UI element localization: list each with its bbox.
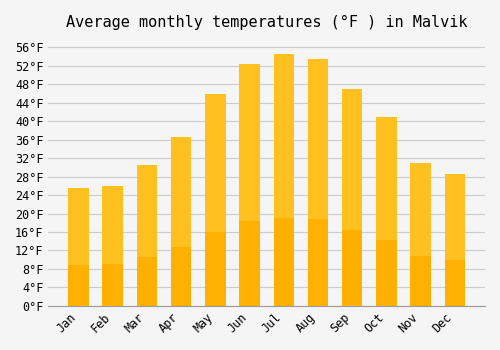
- Bar: [274, 218, 294, 306]
- Bar: [376, 240, 396, 306]
- Bar: [205, 231, 226, 306]
- Bar: [136, 165, 157, 306]
- Title: Average monthly temperatures (°F ) in Malvik: Average monthly temperatures (°F ) in Ma…: [66, 15, 468, 30]
- Bar: [410, 163, 431, 306]
- Bar: [68, 265, 88, 306]
- Bar: [68, 188, 88, 306]
- Bar: [342, 230, 362, 306]
- Bar: [444, 174, 465, 306]
- Bar: [171, 247, 192, 306]
- Bar: [274, 54, 294, 306]
- Bar: [308, 219, 328, 306]
- Bar: [102, 186, 123, 306]
- Bar: [444, 260, 465, 306]
- Bar: [171, 137, 192, 306]
- Bar: [240, 221, 260, 306]
- Bar: [205, 93, 226, 306]
- Bar: [102, 264, 123, 306]
- Bar: [308, 59, 328, 306]
- Bar: [342, 89, 362, 306]
- Bar: [240, 63, 260, 306]
- Bar: [376, 117, 396, 306]
- Bar: [410, 256, 431, 306]
- Bar: [136, 257, 157, 306]
